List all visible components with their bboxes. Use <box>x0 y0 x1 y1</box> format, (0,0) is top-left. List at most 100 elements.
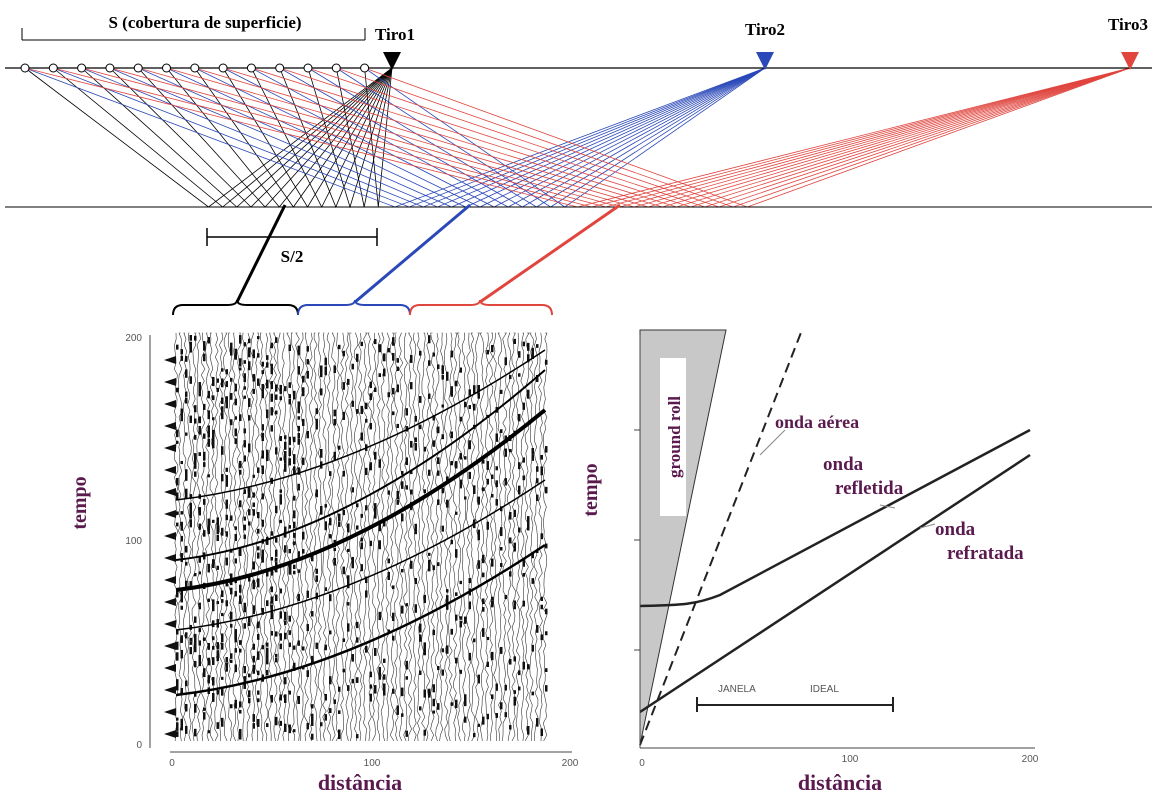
x-tick-label: 100 <box>842 754 859 765</box>
half-coverage-label: S/2 <box>281 247 304 266</box>
trace-fill <box>257 378 260 385</box>
trace <box>494 333 498 741</box>
trace-fill <box>536 718 539 727</box>
trace-fill <box>176 591 179 597</box>
trace-fill <box>392 613 395 621</box>
trace-fill <box>460 670 463 674</box>
trace-fill <box>176 652 179 660</box>
trace-fill <box>320 722 323 726</box>
trace-fill <box>280 458 283 461</box>
trace-fill <box>293 496 296 501</box>
trace-fill <box>190 416 193 423</box>
trace-fill <box>424 647 427 655</box>
trace-fill <box>190 503 193 507</box>
trace-fill <box>235 637 238 642</box>
trace-fill <box>455 461 458 468</box>
trace-fill <box>298 484 301 491</box>
trace-fill <box>208 730 211 733</box>
trace <box>237 333 241 741</box>
trace-fill <box>199 571 202 574</box>
trace-fill <box>262 466 265 475</box>
trace-fill <box>190 335 193 341</box>
receiver <box>276 64 284 72</box>
trace-fill <box>212 395 215 400</box>
trace-fill <box>262 520 265 527</box>
trace-fill <box>523 476 526 481</box>
trace-fill <box>352 401 355 407</box>
trace-fill <box>194 573 197 576</box>
trace-fill <box>298 594 301 599</box>
trace-fill <box>320 449 323 458</box>
trace-fill <box>262 370 265 374</box>
trace-fill <box>320 388 323 395</box>
trace-fill <box>415 524 418 531</box>
trace-fill <box>383 659 386 663</box>
trace-fill <box>230 515 233 520</box>
trace-fill <box>199 658 202 666</box>
trace-fill <box>500 647 503 654</box>
trace-fill <box>365 419 368 423</box>
trace-fill <box>199 628 202 632</box>
trace-fill <box>253 562 256 570</box>
trace-fill <box>293 510 296 518</box>
trace-fill <box>185 581 188 587</box>
trace-fill <box>275 658 278 663</box>
trace-fill <box>289 725 292 733</box>
x-axis-label: distância <box>318 770 402 795</box>
trace-fill <box>338 514 341 521</box>
trace-fill <box>203 668 206 677</box>
trace-fill <box>257 671 260 675</box>
trace-fill <box>437 562 440 566</box>
trace-fill <box>374 512 377 519</box>
ground-roll-label: ground roll <box>665 396 684 478</box>
trace-fill <box>244 517 247 521</box>
trace-fill <box>217 517 220 524</box>
trace-fill <box>208 564 211 573</box>
trace-fill <box>217 379 220 383</box>
trace-fill <box>500 563 503 567</box>
trace-fill <box>257 622 260 629</box>
trace-fill <box>527 516 530 520</box>
trace-fill <box>424 447 427 452</box>
trace-fill <box>307 591 310 598</box>
trace-fill <box>464 698 467 706</box>
trace-fill <box>316 569 319 574</box>
trace-fill <box>455 512 458 515</box>
trace-fill <box>401 688 404 695</box>
trace <box>395 333 399 741</box>
trace-fill <box>230 653 233 659</box>
trace <box>507 333 511 741</box>
trace-fill <box>248 493 251 498</box>
x-axis-label: distância <box>798 770 882 795</box>
trace-fill <box>203 406 206 410</box>
trace-fill <box>446 500 449 508</box>
trace-fill <box>442 526 445 532</box>
trace-fill <box>451 629 454 635</box>
trace-fill <box>221 643 224 650</box>
trace-fill <box>437 471 440 476</box>
trace-fill <box>194 661 197 667</box>
trace-fill <box>334 699 337 704</box>
shot-label: Tiro1 <box>375 25 415 44</box>
trace-fill <box>275 506 278 513</box>
trace-fill <box>523 662 526 670</box>
trace-fill <box>212 559 215 568</box>
trace-fill <box>181 415 184 421</box>
trace-fill <box>347 549 350 552</box>
trace-fill <box>244 535 247 539</box>
trace-fill <box>473 733 476 737</box>
trace-fill <box>266 380 269 389</box>
trace-fill <box>275 385 278 392</box>
trace-fill <box>293 533 296 538</box>
trace-fill <box>500 429 503 433</box>
trace-fill <box>284 464 287 472</box>
trace-fill <box>176 523 179 527</box>
trace-fill <box>397 367 400 371</box>
ray <box>308 68 1130 207</box>
trace-fill <box>334 366 337 373</box>
trace <box>503 333 507 741</box>
trace-fill <box>253 503 256 507</box>
trace-fill <box>266 410 269 419</box>
ray <box>195 68 765 207</box>
trace-fill <box>221 590 224 597</box>
